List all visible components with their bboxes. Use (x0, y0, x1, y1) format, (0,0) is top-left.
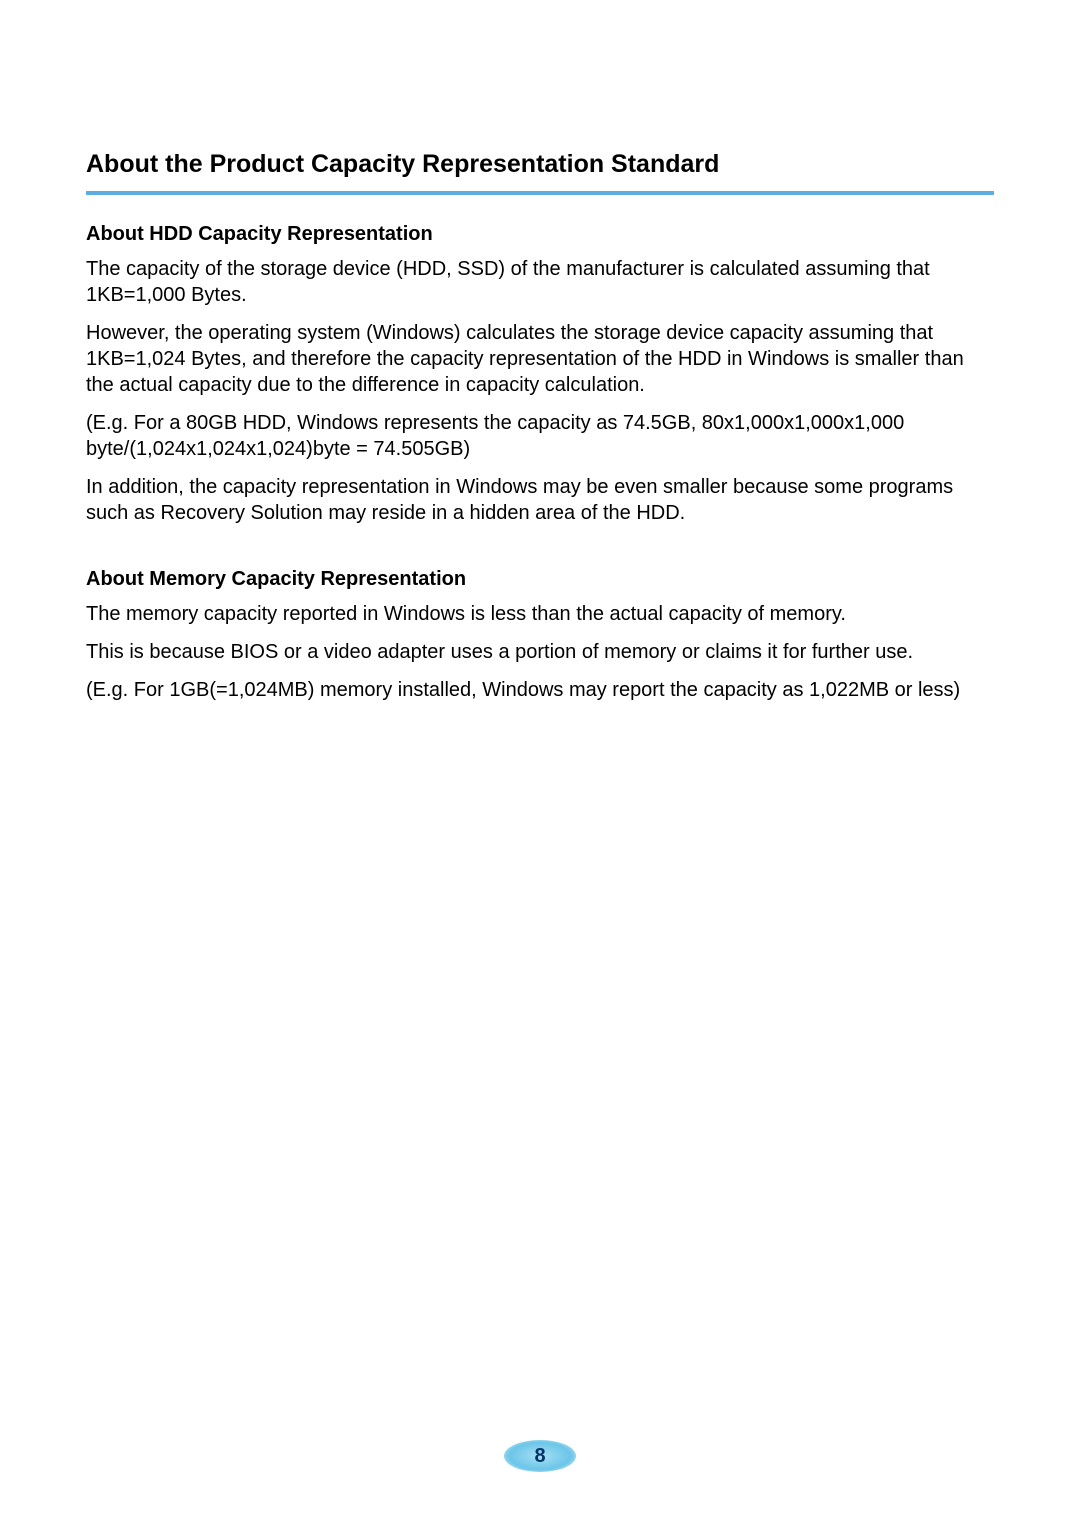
section-heading-memory: About Memory Capacity Representation (86, 568, 994, 591)
section-heading-hdd: About HDD Capacity Representation (86, 223, 994, 246)
page-number-badge: 8 (504, 1440, 576, 1472)
main-heading: About the Product Capacity Representatio… (86, 150, 994, 179)
page-number: 8 (534, 1445, 545, 1468)
paragraph-text: However, the operating system (Windows) … (86, 320, 994, 398)
paragraph-text: In addition, the capacity representation… (86, 474, 994, 526)
paragraph-text: (E.g. For 1GB(=1,024MB) memory installed… (86, 677, 994, 703)
paragraph-text: (E.g. For a 80GB HDD, Windows represents… (86, 410, 994, 462)
heading-underline (86, 191, 994, 195)
paragraph-text: The capacity of the storage device (HDD,… (86, 256, 994, 308)
paragraph-text: The memory capacity reported in Windows … (86, 601, 994, 627)
paragraph-text: This is because BIOS or a video adapter … (86, 639, 994, 665)
